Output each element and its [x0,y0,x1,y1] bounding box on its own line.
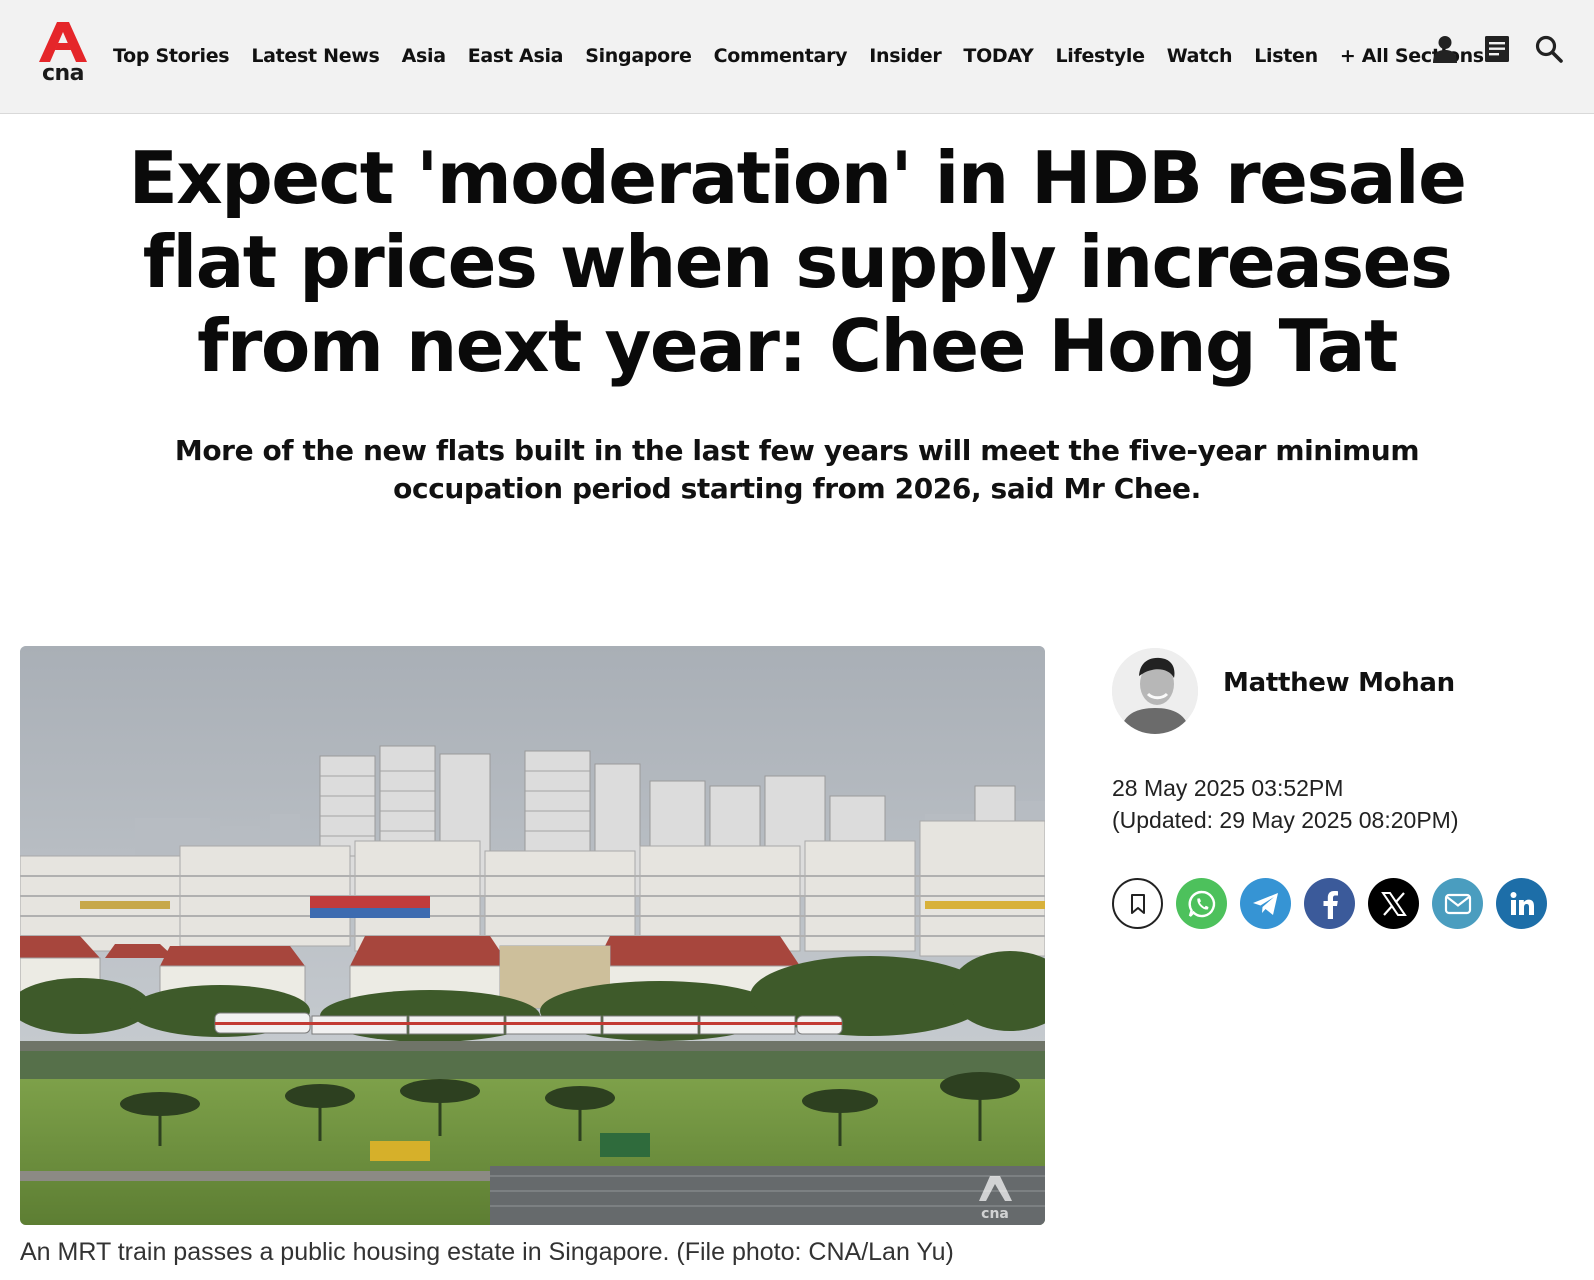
updated-time: (Updated: 29 May 2025 08:20PM) [1112,807,1459,833]
nav-east-asia[interactable]: East Asia [467,45,564,67]
whatsapp-icon [1188,890,1215,917]
facebook-icon [1323,890,1338,919]
x-icon [1380,891,1407,916]
share-linkedin-button[interactable] [1496,878,1547,929]
nav-insider[interactable]: Insider [869,45,942,67]
header-actions [1408,34,1564,64]
nav-commentary[interactable]: Commentary [713,45,848,67]
telegram-icon [1252,892,1278,915]
article-headline: Expect 'moderation' in HDB resale flat p… [128,136,1467,388]
image-caption: An MRT train passes a public housing est… [20,1238,954,1266]
bookmark-button[interactable] [1112,878,1163,929]
nav-top-stories[interactable]: Top Stories [113,45,230,67]
share-x-button[interactable] [1368,878,1419,929]
hero-image[interactable]: cna [20,646,1045,1225]
publish-date: 28 May 2025 03:52PM (Updated: 29 May 202… [1112,772,1458,836]
share-email-button[interactable] [1432,878,1483,929]
cna-a-icon [39,22,87,62]
share-whatsapp-button[interactable] [1176,878,1227,929]
nav-listen[interactable]: Listen [1254,45,1318,67]
logo-wordmark: cna [41,61,85,86]
search-icon[interactable] [1534,34,1564,64]
nav-watch[interactable]: Watch [1166,45,1233,67]
newsletter-icon[interactable] [1482,34,1512,64]
article-subheadline: More of the new flats built in the last … [174,434,1420,505]
cna-watermark: cna [979,1176,1012,1222]
svg-text:cna: cna [981,1206,1009,1222]
share-telegram-button[interactable] [1240,878,1291,929]
hdb-estate-photo: cna [20,646,1045,1225]
nav-asia[interactable]: Asia [401,45,446,67]
bookmark-icon [1130,893,1145,914]
nav-today[interactable]: TODAY [963,45,1034,67]
user-icon[interactable] [1430,34,1460,64]
nav-latest-news[interactable]: Latest News [251,45,380,67]
author-name[interactable]: Matthew Mohan [1223,668,1455,698]
linkedin-icon [1510,891,1534,915]
nav-singapore[interactable]: Singapore [585,45,692,67]
email-icon [1444,893,1471,914]
site-header: cna Top Stories Latest News Asia East As… [0,0,1594,114]
share-bar [1112,878,1560,929]
cna-logo[interactable]: cna [38,22,88,88]
share-facebook-button[interactable] [1304,878,1355,929]
nav-lifestyle[interactable]: Lifestyle [1055,45,1145,67]
author-avatar[interactable] [1112,648,1198,734]
published-time: 28 May 2025 03:52PM [1112,775,1344,801]
main-nav: Top Stories Latest News Asia East Asia S… [102,40,1495,72]
